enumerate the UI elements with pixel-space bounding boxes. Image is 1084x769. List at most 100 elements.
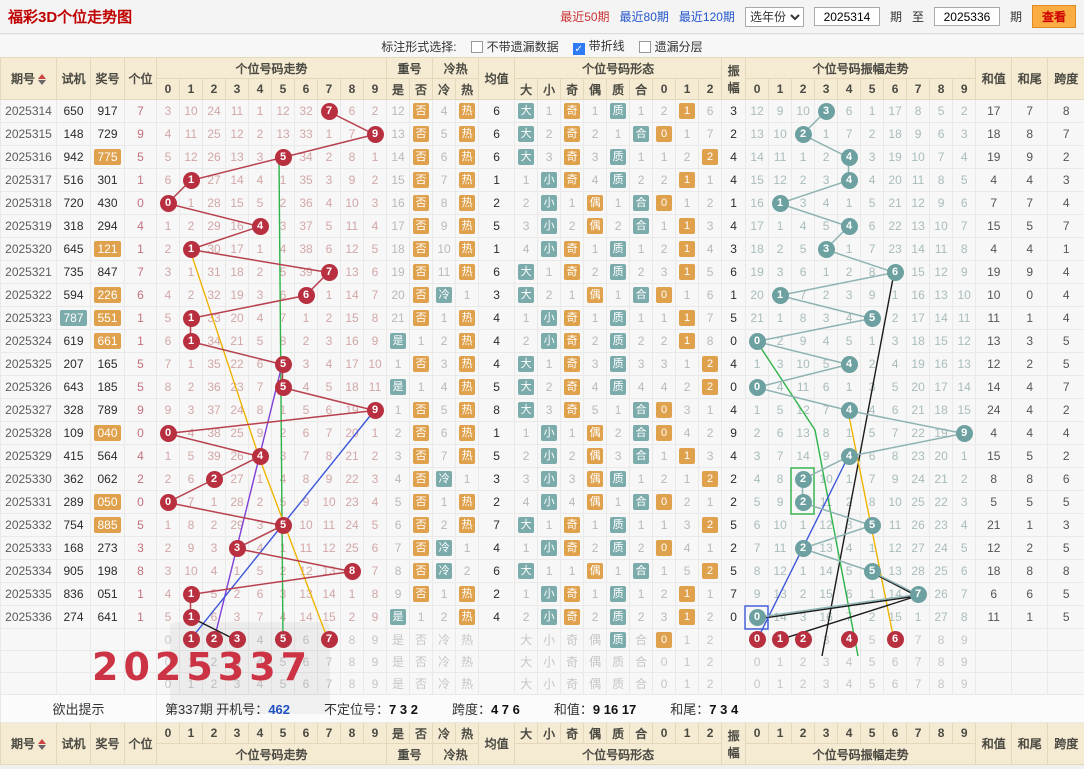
digit-label: 9 (371, 654, 379, 669)
pattern-miss: 2 (614, 219, 622, 233)
amp-trend-cell: 3 (814, 168, 839, 192)
drawn-number-circle: 1 (182, 332, 200, 350)
amp-trend-cell: 2 (860, 605, 885, 629)
link-recent-50[interactable]: 最近50期 (560, 10, 610, 24)
checkbox-no-miss-data[interactable]: 不带遗漏数据 (470, 38, 559, 55)
trend-cell: 1 (179, 605, 203, 629)
span-cell: 4 (1047, 283, 1084, 307)
col-header-sum: 和值 (975, 57, 1013, 100)
amp-trend-cell: 1 (860, 582, 885, 606)
col-header-period[interactable]: 期号 (0, 722, 57, 765)
tip-content: 第337期 开机号：462 不定位号：7 3 2 跨度：4 7 6 和值：9 16 1… (155, 694, 1084, 723)
pattern-badge: 质 (610, 241, 627, 257)
pattern-cell: 2 (675, 490, 700, 514)
miss-count: 8 (371, 311, 379, 325)
repeat-yes-cell: 17 (386, 214, 411, 238)
amp-trend-cell: 20 (883, 168, 908, 192)
amp-trend-cell: 1 (952, 444, 977, 468)
amp-miss-count: 1 (960, 449, 968, 463)
cold-cell: 3 (432, 352, 457, 376)
sort-icon[interactable] (38, 74, 46, 85)
trend-cell: 0 (156, 650, 180, 673)
trend-cell: 35 (202, 352, 226, 376)
range-to-input[interactable] (933, 7, 1000, 26)
trend-cell: 19 (225, 283, 249, 307)
checkbox-icon[interactable]: ✓ (572, 43, 585, 55)
pattern-label: 质 (612, 677, 625, 691)
col-header-sumtail: 和尾 (1011, 722, 1049, 765)
miss-count: 37 (207, 403, 221, 417)
col-header-period[interactable]: 期号 (0, 57, 57, 100)
amp-trend-cell: 26 (906, 513, 931, 537)
amp-miss-count: 3 (845, 288, 853, 302)
sort-icon[interactable] (38, 739, 46, 750)
pattern-cell: 奇 (560, 605, 585, 629)
miss-count: 5 (210, 587, 218, 601)
checkbox-with-line[interactable]: ✓ 带折线 (572, 39, 625, 55)
pattern-cell: 3 (606, 444, 631, 468)
digit-label: 2 (210, 676, 218, 691)
amp-trend-cell: 5 (929, 99, 954, 123)
amp-miss-count: 1 (868, 104, 876, 118)
amp-miss-count: 4 (960, 518, 968, 532)
prize-number-cell: 301 (90, 168, 125, 192)
checkbox-icon[interactable] (470, 40, 483, 53)
miss-count: 4 (164, 288, 172, 302)
amp-miss-count: 5 (822, 357, 830, 371)
amp-trend-cell: 16 (745, 191, 770, 215)
hot-cell: 热 (455, 237, 480, 261)
pattern-cell: 奇 (560, 306, 585, 330)
amp-trend-cell: 12 (745, 99, 770, 123)
miss-count: 1 (371, 426, 379, 440)
amp-miss-count: 21 (934, 472, 948, 486)
amp-miss-count: 1 (753, 403, 761, 417)
year-select[interactable]: 选年份 (744, 6, 804, 27)
repeat-no-cell: 否 (409, 168, 434, 192)
amp-miss-count: 7 (845, 610, 853, 624)
link-recent-120[interactable]: 最近120期 (678, 10, 735, 24)
trend-cell: 6 (248, 582, 272, 606)
repeat-no-cell: 否 (409, 559, 434, 583)
mean-cell: 7 (478, 513, 516, 537)
trend-cell: 34 (202, 329, 226, 353)
pattern-cell: 1 (698, 398, 723, 422)
pattern-miss: 2 (660, 173, 668, 187)
pattern-cell: 小 (537, 168, 562, 192)
pattern-miss: 2 (637, 541, 645, 555)
amp-trend-cell: 8 (906, 99, 931, 123)
trend-cell: 17 (340, 352, 364, 376)
miss-count: 9 (325, 472, 333, 486)
pattern-badge: 小 (541, 310, 558, 326)
view-button[interactable]: 查看 (1031, 5, 1076, 28)
pattern-cell: 1 (675, 99, 700, 123)
pattern-miss: 1 (660, 518, 668, 532)
drawn-number-circle: 1 (182, 585, 200, 603)
trend-cell: 3 (248, 513, 272, 537)
trend-cell: 5 (156, 605, 180, 629)
span-cell: 5 (1047, 490, 1084, 514)
link-recent-80[interactable]: 最近80期 (619, 10, 669, 24)
pattern-cell: 0 (652, 398, 677, 422)
amp-trend-cell: 3 (814, 672, 839, 695)
amp-trend-cell: 2 (791, 490, 816, 514)
digit-label: 7 (914, 676, 922, 691)
miss-count: 9 (187, 541, 195, 555)
pattern-miss: 2 (522, 196, 530, 210)
miss-count: 2 (187, 380, 195, 394)
miss-count: 6 (164, 173, 172, 187)
repeat-yes-cell: 21 (386, 306, 411, 330)
trend-cell: 1 (294, 306, 318, 330)
checkbox-icon[interactable] (638, 40, 651, 53)
pattern-header: 2 (698, 78, 723, 100)
pattern-header: 偶 (583, 722, 608, 744)
amp-miss-count: 2 (753, 426, 761, 440)
amp-miss-count: 4 (868, 173, 876, 187)
repeat-miss: 1 (394, 357, 402, 371)
mean-cell (478, 650, 516, 673)
checkbox-miss-layer[interactable]: 遗漏分层 (638, 38, 703, 55)
range-from-input[interactable] (813, 7, 880, 26)
trend-cell: 0 (156, 421, 180, 445)
trend-cell: 3 (225, 650, 249, 673)
miss-count: 16 (345, 334, 359, 348)
cold-miss: 4 (440, 104, 448, 118)
